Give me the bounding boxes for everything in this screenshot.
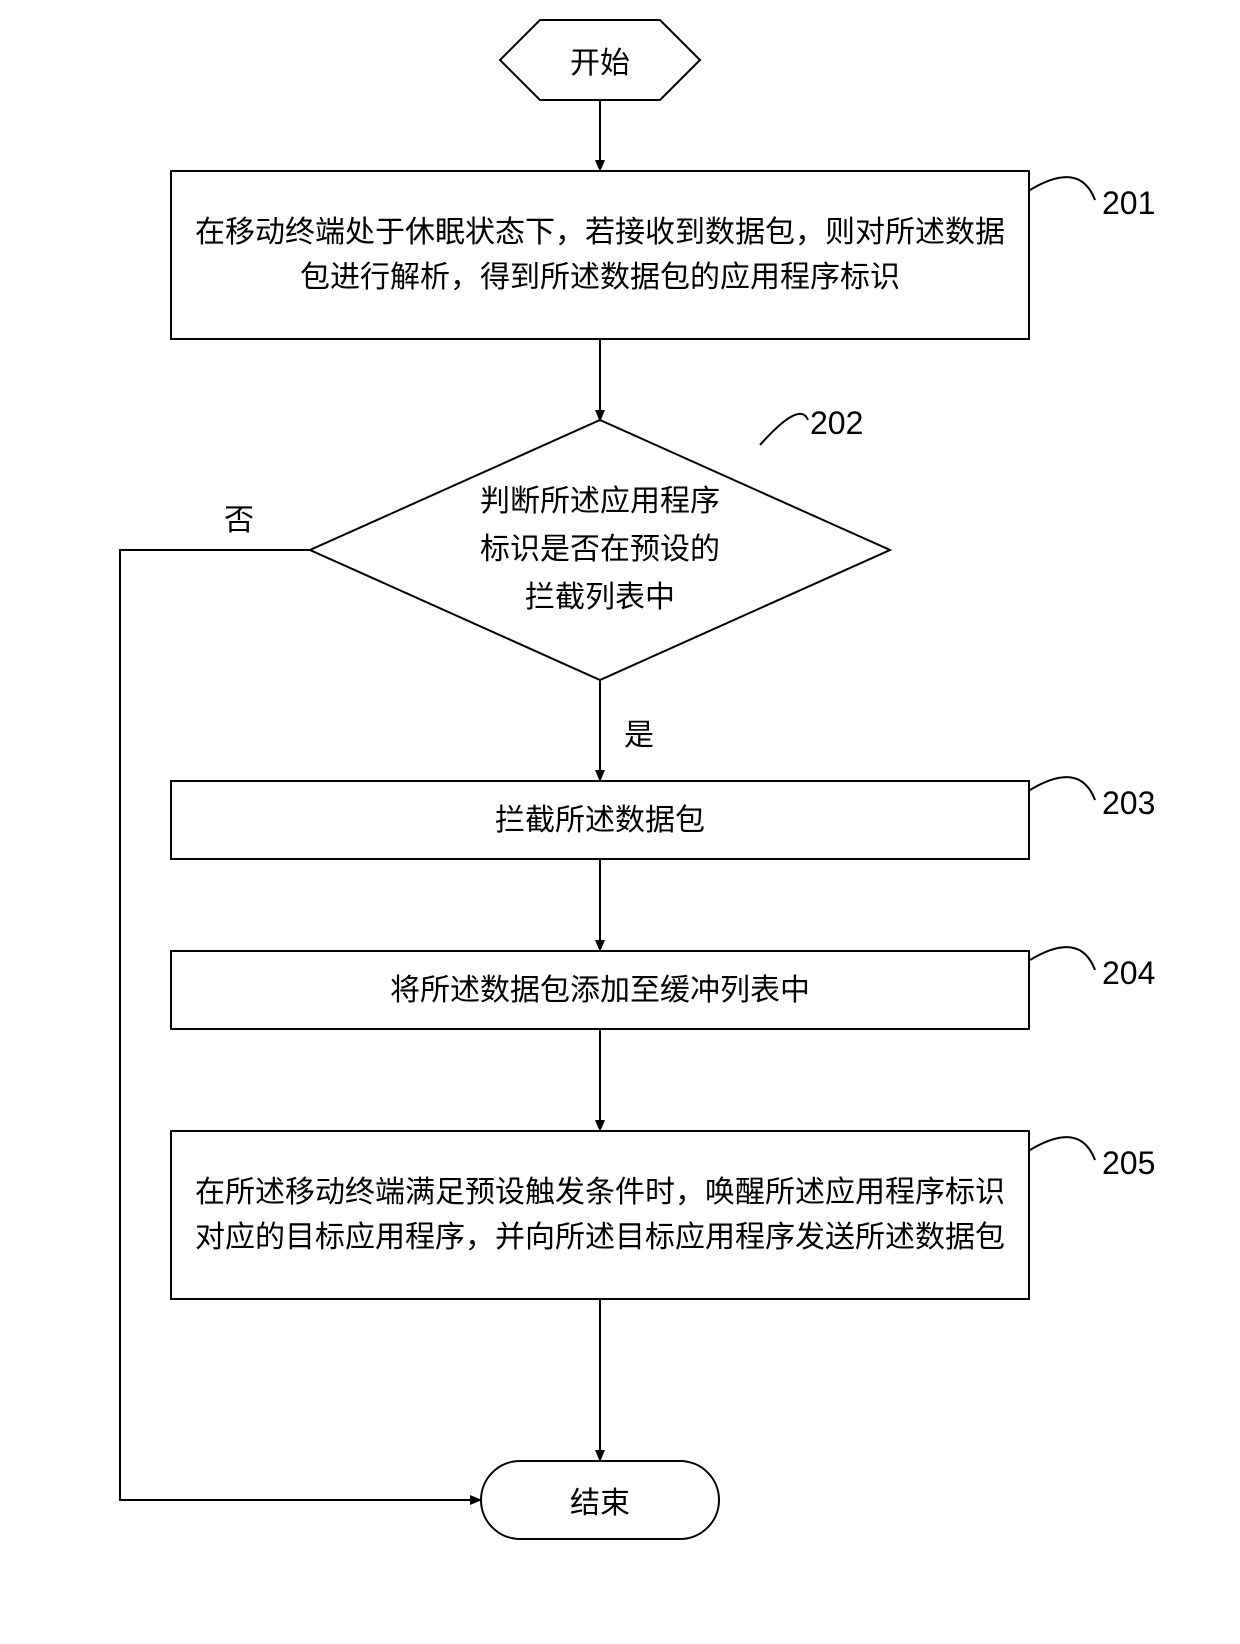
step-205: 在所述移动终端满足预设触发条件时，唤醒所述应用程序标识对应的目标应用程序，并向所… — [170, 1130, 1030, 1300]
decision-202: 判断所述应用程序 标识是否在预设的 拦截列表中 — [400, 460, 800, 640]
start-node: 开始 — [500, 20, 700, 100]
step-204: 将所述数据包添加至缓冲列表中 — [170, 950, 1030, 1030]
step-num-203: 203 — [1102, 785, 1155, 822]
edge-label-yes: 是 — [620, 710, 658, 754]
step-203-text: 拦截所述数据包 — [495, 798, 705, 843]
step-204-text: 将所述数据包添加至缓冲列表中 — [390, 968, 810, 1013]
step-205-text: 在所述移动终端满足预设触发条件时，唤醒所述应用程序标识对应的目标应用程序，并向所… — [184, 1170, 1016, 1260]
step-201-text: 在移动终端处于休眠状态下，若接收到数据包，则对所述数据包进行解析，得到所述数据包… — [184, 210, 1016, 300]
step-num-202: 202 — [810, 405, 863, 442]
step-201: 在移动终端处于休眠状态下，若接收到数据包，则对所述数据包进行解析，得到所述数据包… — [170, 170, 1030, 340]
end-label: 结束 — [570, 1478, 630, 1522]
step-num-205: 205 — [1102, 1145, 1155, 1182]
step-num-201: 201 — [1102, 185, 1155, 222]
step-num-203-text: 203 — [1102, 785, 1155, 821]
flowchart-canvas: 开始 在移动终端处于休眠状态下，若接收到数据包，则对所述数据包进行解析，得到所述… — [0, 0, 1240, 1644]
edge-label-no: 否 — [220, 495, 258, 539]
end-node: 结束 — [480, 1460, 720, 1540]
decision-202-text: 判断所述应用程序 标识是否在预设的 拦截列表中 — [480, 478, 720, 622]
step-num-204-text: 204 — [1102, 955, 1155, 991]
step-num-202-text: 202 — [810, 405, 863, 441]
step-203: 拦截所述数据包 — [170, 780, 1030, 860]
step-num-204: 204 — [1102, 955, 1155, 992]
edge-label-no-text: 否 — [224, 504, 254, 537]
start-label: 开始 — [570, 38, 630, 82]
step-num-201-text: 201 — [1102, 185, 1155, 221]
step-num-205-text: 205 — [1102, 1145, 1155, 1181]
edge-label-yes-text: 是 — [624, 719, 654, 752]
